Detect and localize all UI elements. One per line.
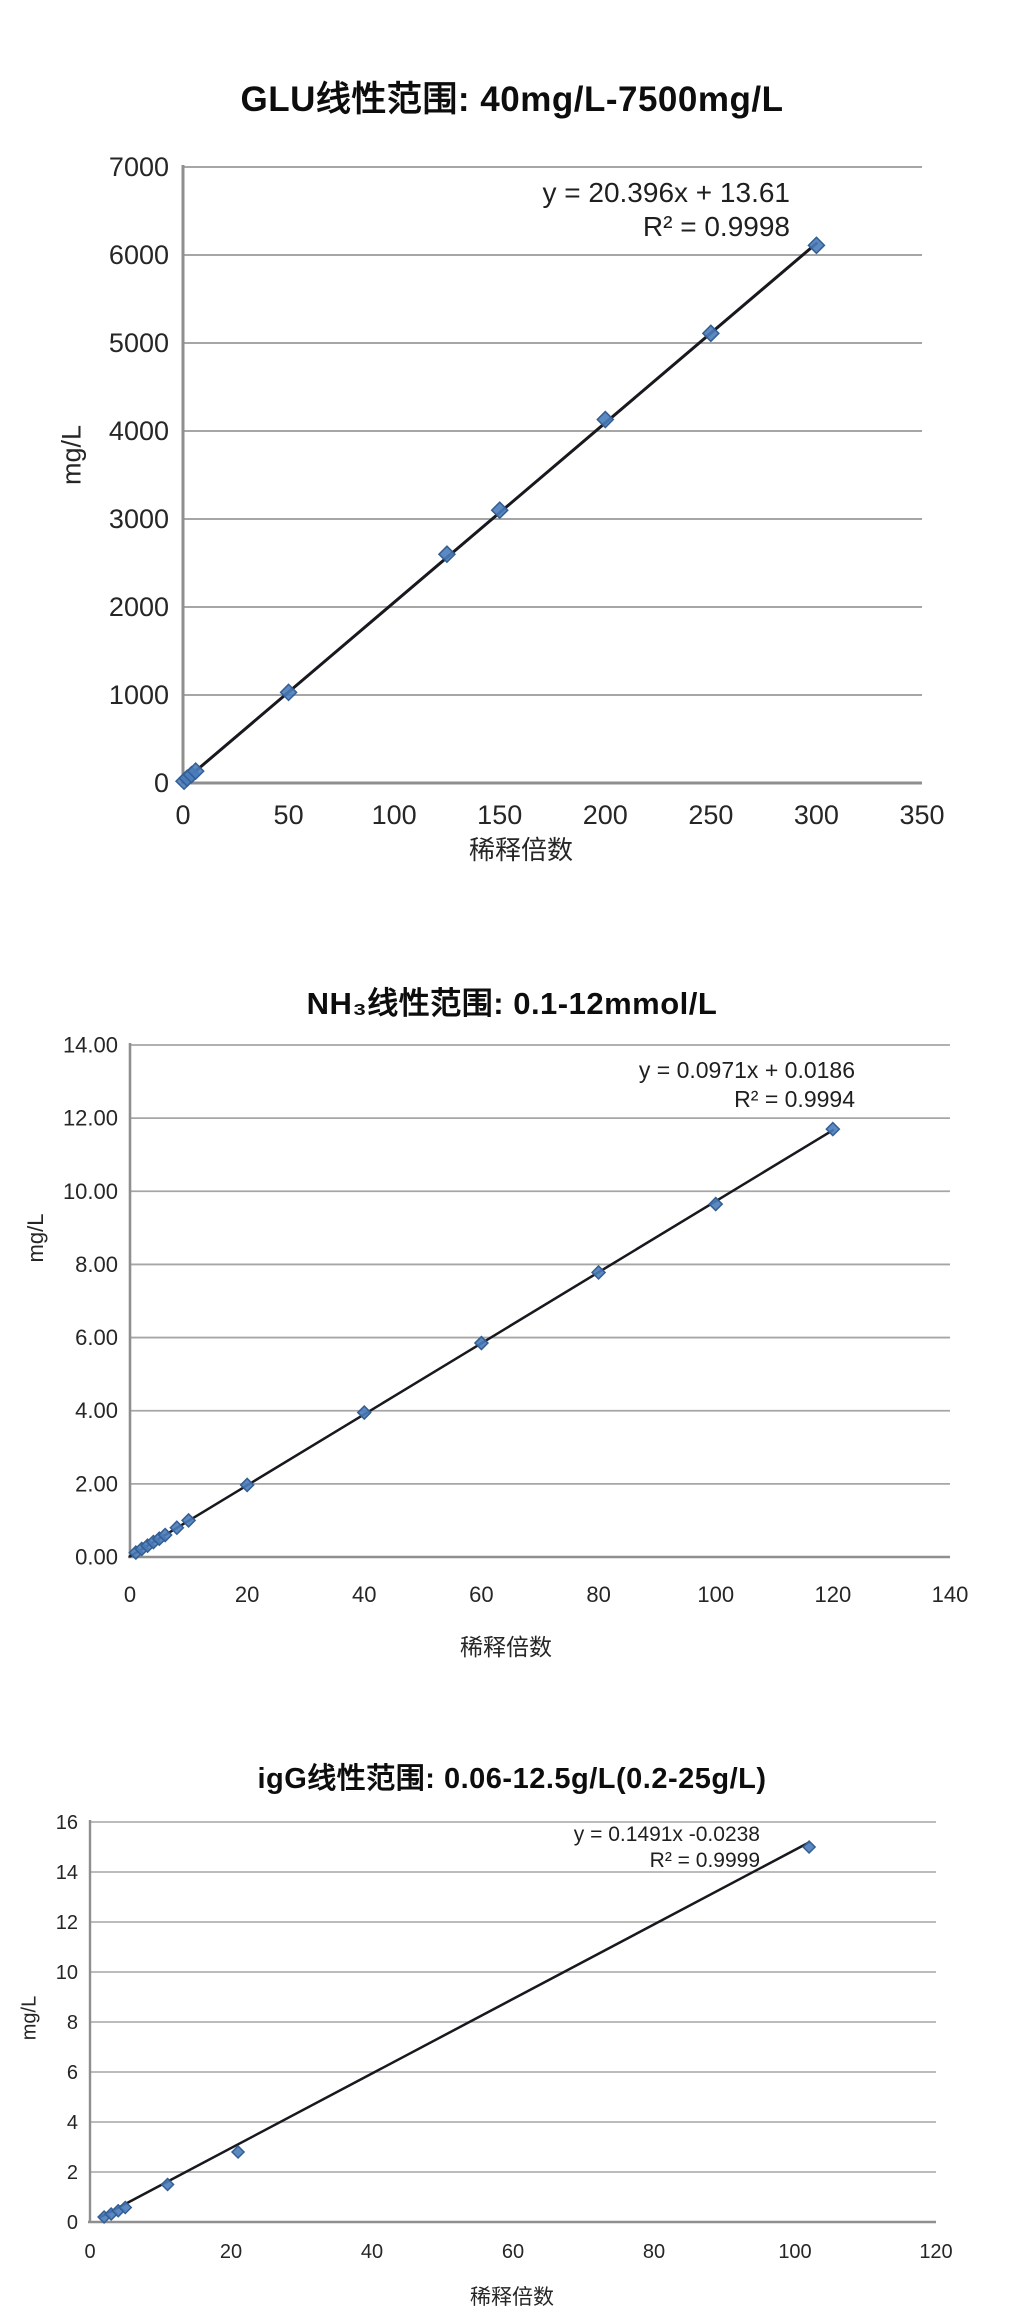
y-tick-label: 4.00 [75,1398,118,1423]
glu-r-squared: R² = 0.9998 [642,211,790,242]
y-tick-label: 14 [56,1862,78,1884]
x-tick-label: 100 [697,1582,734,1607]
x-tick-label: 250 [688,800,733,830]
y-tick-label: 8.00 [75,1252,118,1277]
x-tick-label: 100 [372,800,417,830]
nh3-trendline-equation: y = 0.0971x + 0.0186 [638,1057,855,1083]
y-tick-label: 6000 [109,240,169,270]
y-tick-label: 0 [67,2212,78,2234]
data-point-marker [157,1527,173,1543]
y-tick-label: 5000 [109,328,169,358]
x-tick-label: 40 [352,1582,376,1607]
y-tick-label: 12.00 [63,1106,118,1131]
data-point-marker [279,683,298,702]
x-tick-label: 0 [175,800,190,830]
x-tick-label: 140 [932,1582,969,1607]
y-tick-label: 2 [67,2162,78,2184]
y-tick-label: 16 [56,1812,78,1834]
y-tick-label: 4 [67,2112,78,2134]
nh3-r-squared: R² = 0.9994 [734,1086,855,1112]
x-tick-label: 120 [919,2241,952,2263]
igg-chart-title: igG线性范围: 0.06-12.5g/L(0.2-25g/L) [257,1763,767,1796]
data-point-marker [356,1404,372,1421]
data-point-marker [701,324,720,343]
x-tick-label: 200 [583,800,628,830]
data-point-marker [160,2177,175,2192]
data-point-marker [186,762,205,781]
x-tick-label: 20 [235,1582,259,1607]
y-tick-label: 14.00 [63,1032,118,1057]
data-point-marker [802,1839,817,1855]
data-point-marker [230,2144,246,2160]
data-point-marker [239,1477,255,1493]
y-tick-label: 2000 [109,592,169,622]
x-tick-label: 40 [361,2241,383,2263]
y-tick-label: 12 [56,1912,78,1934]
data-point-marker [596,410,615,429]
igg-trendline-equation: y = 0.1491x -0.0238 [573,1823,760,1846]
data-point-marker [437,545,456,564]
data-point-marker [490,501,509,520]
x-tick-label: 20 [220,2241,242,2263]
x-tick-label: 60 [502,2241,524,2263]
y-tick-label: 7000 [109,152,169,182]
data-point-marker [708,1196,724,1212]
nh3-equation-block: y = 0.0971x + 0.0186 R² = 0.9994 [639,1056,855,1114]
glu-plot: 0 50 100 150 200 250 300 350 0 1000 2000 3000 4000 50… [109,152,945,830]
glu-equation-block: y = 20.396x + 13.61 R² = 0.9998 [542,176,790,244]
y-tick-label: 4000 [109,416,169,446]
glu-chart-title: GLU线性范围: 40mg/L-7500mg/L [240,80,784,120]
x-tick-label: 0 [124,1582,136,1607]
x-tick-label: 80 [643,2241,665,2263]
x-tick-label: 0 [84,2241,95,2263]
data-point-marker [807,236,826,255]
igg-plot: 0 20 40 60 80 100 120 0 2 4 6 8 10 12 14 16 [56,1812,953,2263]
igg-equation-block: y = 0.1491x -0.0238 R² = 0.9999 [574,1822,760,1874]
igg-x-axis-label: 稀释倍数 [470,2286,554,2309]
glu-trendline-equation: y = 20.396x + 13.61 [542,177,790,208]
nh3-chart-title: NH₃线性范围: 0.1-12mmol/L [306,985,718,1021]
y-tick-label: 3000 [109,504,169,534]
data-point-marker [591,1264,607,1281]
igg-y-axis-label: mg/L [18,1995,41,2041]
y-tick-label: 1000 [109,680,169,710]
x-tick-label: 350 [899,800,944,830]
x-tick-label: 120 [814,1582,851,1607]
y-tick-label: 10.00 [63,1179,118,1204]
y-tick-label: 8 [67,2012,78,2034]
x-tick-label: 80 [586,1582,610,1607]
x-tick-label: 150 [477,800,522,830]
y-tick-label: 0 [154,768,169,798]
y-tick-label: 6 [67,2062,78,2084]
data-point-marker [181,1512,197,1528]
y-tick-label: 2.00 [75,1471,118,1496]
data-point-marker [825,1121,841,1137]
x-tick-label: 100 [778,2241,811,2263]
y-tick-label: 6.00 [75,1325,118,1350]
glu-y-axis-label: mg/L [56,424,87,486]
data-point-marker [473,1335,489,1351]
data-point-marker [169,1520,185,1536]
glu-x-axis-label: 稀释倍数 [468,835,574,865]
y-tick-label: 0.00 [75,1544,118,1569]
x-tick-label: 50 [274,800,304,830]
nh3-x-axis-label: 稀释倍数 [460,1634,552,1660]
x-tick-label: 300 [794,800,839,830]
trend-line [99,1841,811,2219]
data-point-marker [118,2200,133,2215]
y-tick-label: 10 [56,1962,78,1984]
igg-r-squared: R² = 0.9999 [649,1849,760,1872]
nh3-y-axis-label: mg/L [23,1213,48,1263]
nh3-plot: 0 20 40 60 80 100 120 140 0.00 2.00 4.00 6.00 8.00 10… [63,1032,969,1607]
x-tick-label: 60 [469,1582,493,1607]
